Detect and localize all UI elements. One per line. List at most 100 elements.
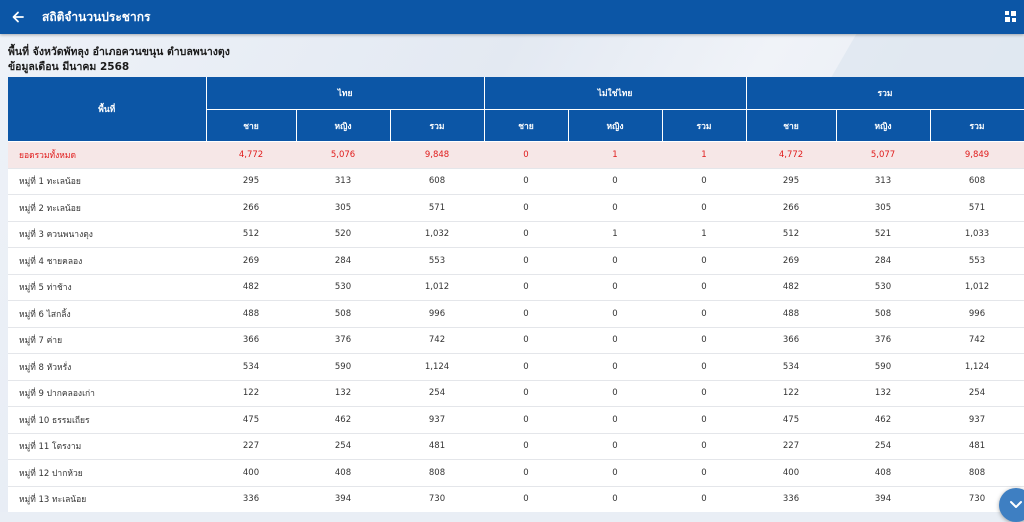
- value-cell: 608: [390, 168, 484, 195]
- value-cell: 394: [836, 486, 931, 512]
- value-cell: 0: [662, 194, 747, 222]
- value-cell: 937: [930, 406, 1024, 434]
- value-cell: 571: [390, 194, 484, 222]
- sub-header: หญิง: [568, 109, 663, 142]
- value-cell: 9,849: [930, 141, 1024, 169]
- table-row: หมู่ที่ 3 ควนพนางตุง 512 520 1,032 0 1 1 512 521…: [8, 221, 1024, 248]
- value-cell: 1: [568, 141, 662, 169]
- area-cell: หมู่ที่ 3 ควนพนางตุง: [8, 221, 206, 248]
- value-cell: 571: [930, 194, 1024, 222]
- value-cell: 305: [296, 194, 390, 222]
- sub-header: ชาย: [746, 109, 837, 142]
- value-cell: 481: [390, 433, 484, 460]
- value-cell: 0: [484, 380, 568, 407]
- area-cell: หมู่ที่ 4 ชายคลอง: [8, 247, 206, 275]
- value-cell: 122: [746, 380, 837, 407]
- population-table: พื้นที่ ไทย ไม่ใช่ไทย รวม ชาย หญิง รวม ชายห…: [8, 77, 1024, 512]
- value-cell: 0: [484, 327, 568, 354]
- value-cell: 0: [484, 194, 568, 222]
- value-cell: 0: [484, 168, 568, 195]
- sub-header: ชาย: [206, 109, 297, 142]
- group-header-non-thai: ไม่ใช่ไทย: [484, 77, 747, 110]
- value-cell: 313: [296, 168, 390, 195]
- value-cell: 295: [746, 168, 837, 195]
- area-cell: หมู่ที่ 1 ทะเลน้อย: [8, 168, 206, 195]
- arrow-left-icon[interactable]: [4, 0, 32, 34]
- value-cell: 227: [206, 433, 296, 460]
- value-cell: 508: [836, 300, 931, 328]
- value-cell: 482: [746, 274, 837, 301]
- value-cell: 0: [662, 168, 747, 195]
- value-cell: 1,012: [930, 274, 1024, 301]
- value-cell: 1: [568, 221, 662, 248]
- value-cell: 0: [568, 194, 662, 222]
- value-cell: 808: [930, 459, 1024, 487]
- value-cell: 475: [746, 406, 837, 434]
- value-cell: 0: [568, 168, 662, 195]
- table-row: หมู่ที่ 10 ธรรมเถียร 475 462 937 0 0 0 475 462 93…: [8, 406, 1024, 434]
- value-cell: 408: [836, 459, 931, 487]
- value-cell: 9,848: [390, 141, 484, 169]
- value-cell: 488: [746, 300, 837, 328]
- value-cell: 1: [662, 221, 747, 248]
- table-row: หมู่ที่ 9 ปากคลองเก่า 122 132 254 0 0 0 122 132 2…: [8, 380, 1024, 407]
- table-row: หมู่ที่ 7 ค่าย 366 376 742 0 0 0 366 376 742: [8, 327, 1024, 354]
- sub-header: รวม: [662, 109, 747, 142]
- value-cell: 996: [930, 300, 1024, 328]
- population-table-container[interactable]: พื้นที่ ไทย ไม่ใช่ไทย รวม ชาย หญิง รวม ชายห…: [8, 77, 1024, 512]
- value-cell: 284: [296, 247, 390, 275]
- value-cell: 266: [746, 194, 837, 222]
- value-cell: 0: [568, 274, 662, 301]
- group-header-thai: ไทย: [206, 77, 485, 110]
- value-cell: 590: [296, 353, 390, 381]
- value-cell: 269: [746, 247, 837, 275]
- value-cell: 0: [662, 327, 747, 354]
- value-cell: 408: [296, 459, 390, 487]
- table-row: หมู่ที่ 11 โตรงาม 227 254 481 0 0 0 227 254 481: [8, 433, 1024, 460]
- value-cell: 0: [568, 353, 662, 381]
- value-cell: 1: [662, 141, 747, 169]
- sub-header: ชาย: [484, 109, 569, 142]
- value-cell: 254: [836, 433, 931, 460]
- value-cell: 475: [206, 406, 296, 434]
- area-cell: หมู่ที่ 2 ทะเลน้อย: [8, 194, 206, 222]
- scroll-down-button[interactable]: [999, 488, 1024, 522]
- value-cell: 608: [930, 168, 1024, 195]
- value-cell: 462: [836, 406, 931, 434]
- table-row: หมู่ที่ 13 ทะเลน้อย 336 394 730 0 0 0 336 394 730: [8, 486, 1024, 512]
- value-cell: 0: [662, 459, 747, 487]
- value-cell: 0: [568, 459, 662, 487]
- value-cell: 0: [662, 486, 747, 512]
- value-cell: 0: [568, 486, 662, 512]
- value-cell: 553: [930, 247, 1024, 275]
- grid-icon[interactable]: [1005, 11, 1016, 22]
- value-cell: 376: [836, 327, 931, 354]
- value-cell: 488: [206, 300, 296, 328]
- table-row: หมู่ที่ 12 ปากห้วย 400 408 808 0 0 0 400 408 808: [8, 459, 1024, 487]
- value-cell: 227: [746, 433, 837, 460]
- value-cell: 0: [484, 353, 568, 381]
- value-cell: 5,076: [296, 141, 390, 169]
- value-cell: 481: [930, 433, 1024, 460]
- table-row: หมู่ที่ 4 ชายคลอง 269 284 553 0 0 0 269 284 553: [8, 247, 1024, 275]
- area-cell: หมู่ที่ 7 ค่าย: [8, 327, 206, 354]
- sub-header: รวม: [390, 109, 485, 142]
- value-cell: 4,772: [746, 141, 837, 169]
- sub-header: รวม: [930, 109, 1024, 142]
- value-cell: 313: [836, 168, 931, 195]
- value-cell: 0: [568, 406, 662, 434]
- value-cell: 0: [484, 300, 568, 328]
- value-cell: 0: [484, 247, 568, 275]
- value-cell: 0: [568, 380, 662, 407]
- value-cell: 742: [390, 327, 484, 354]
- value-cell: 534: [206, 353, 296, 381]
- area-cell: หมู่ที่ 6 ไสกลิ้ง: [8, 300, 206, 328]
- value-cell: 742: [930, 327, 1024, 354]
- value-cell: 530: [296, 274, 390, 301]
- value-cell: 0: [662, 274, 747, 301]
- value-cell: 482: [206, 274, 296, 301]
- value-cell: 0: [568, 433, 662, 460]
- value-cell: 0: [568, 300, 662, 328]
- value-cell: 336: [206, 486, 296, 512]
- value-cell: 1,033: [930, 221, 1024, 248]
